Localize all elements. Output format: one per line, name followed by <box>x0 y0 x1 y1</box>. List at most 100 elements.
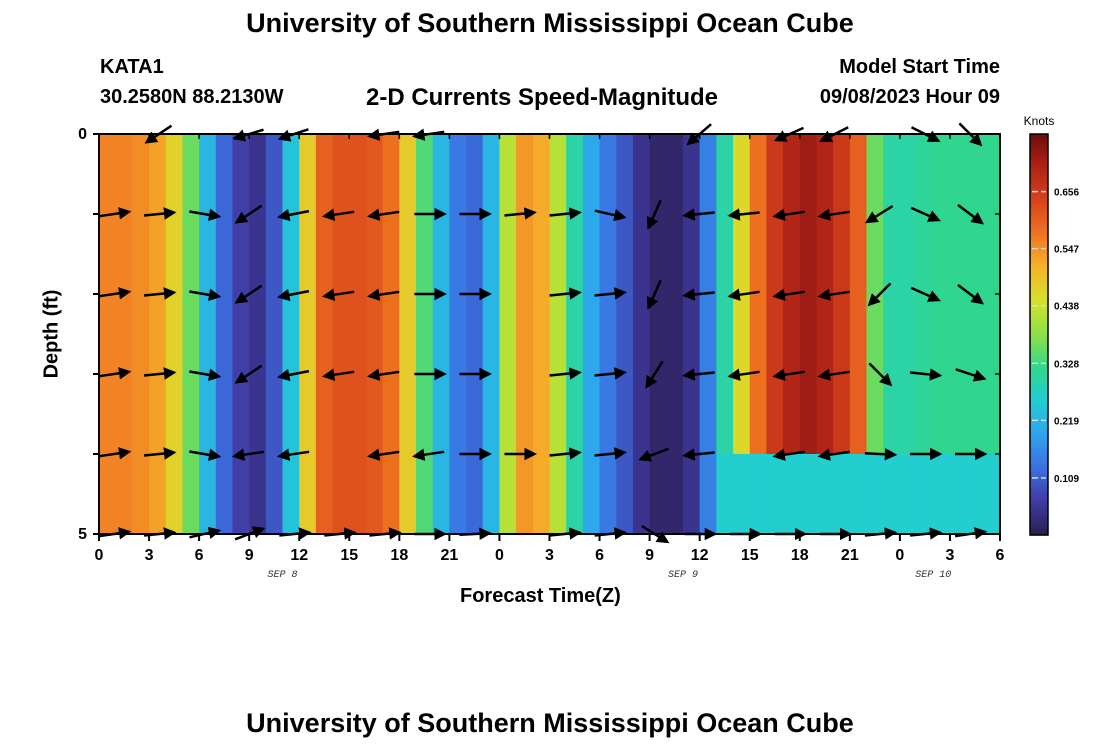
heat-cell <box>682 374 701 455</box>
heat-cell <box>315 454 334 535</box>
colorbar-segment <box>1030 491 1048 496</box>
heat-cell <box>933 374 951 455</box>
heat-cell <box>299 454 317 535</box>
heat-cell <box>416 294 434 375</box>
colorbar-segment <box>1030 307 1048 312</box>
heat-cell <box>632 294 651 375</box>
heat-cell <box>766 374 784 455</box>
colorbar-segment <box>1030 494 1048 499</box>
colorbar-segment <box>1030 157 1048 162</box>
heat-cell <box>616 454 634 535</box>
heat-cell <box>899 134 918 215</box>
colorbar-segment <box>1030 220 1048 225</box>
heat-cell <box>466 374 484 455</box>
heat-cell <box>783 454 801 535</box>
x-tick-label: 3 <box>145 547 154 564</box>
date-label: SEP 10 <box>915 570 951 581</box>
heat-cell <box>749 134 768 215</box>
colorbar-segment <box>1030 187 1048 192</box>
colorbar-segment <box>1030 421 1048 426</box>
heat-cell <box>682 294 701 375</box>
heat-cell <box>315 374 334 455</box>
heat-cell <box>616 294 634 375</box>
heat-cell <box>849 294 868 375</box>
heat-cell <box>816 374 834 455</box>
heat-cell <box>532 294 551 375</box>
colorbar-segment <box>1030 371 1048 376</box>
colorbar-segment <box>1030 418 1048 422</box>
colorbar-segment <box>1030 240 1048 245</box>
colorbar-segment <box>1030 160 1048 165</box>
heat-cell <box>115 454 133 535</box>
station-coordinates: 30.2580N 88.2130W <box>100 86 284 108</box>
heat-cell <box>632 214 651 295</box>
heat-cell <box>666 134 684 215</box>
colorbar-segment <box>1030 254 1048 259</box>
heat-cell <box>449 374 467 455</box>
heat-cell <box>749 454 768 535</box>
current-arrow <box>412 448 445 461</box>
colorbar-segment <box>1030 414 1048 419</box>
heat-cell <box>215 374 234 455</box>
current-arrow <box>772 448 805 461</box>
colorbar-segment <box>1030 501 1048 506</box>
heat-cell <box>532 214 551 295</box>
heat-cell <box>866 374 884 455</box>
heat-cell <box>365 374 384 455</box>
x-tick-label: 0 <box>95 547 104 564</box>
heat-cell <box>949 294 968 375</box>
colorbar-segment <box>1030 207 1048 212</box>
heat-cell <box>132 214 150 295</box>
heat-cell <box>783 214 801 295</box>
heat-cell <box>466 134 484 215</box>
current-arrow <box>594 209 627 222</box>
current-arrow <box>234 284 263 304</box>
colorbar-segment <box>1030 257 1048 262</box>
heat-cell <box>566 214 584 295</box>
heat-cell <box>649 214 667 295</box>
current-arrow <box>276 448 310 461</box>
colorbar-segment <box>1030 250 1048 255</box>
colorbar-segment <box>1030 397 1048 402</box>
colorbar-segment <box>1030 174 1048 179</box>
current-arrow <box>143 367 177 380</box>
heat-cell <box>866 134 884 215</box>
colorbar-tick-label: 0.438 <box>1054 302 1079 313</box>
heat-cell <box>416 214 434 295</box>
heat-cell <box>182 454 200 535</box>
colorbar-segment <box>1030 337 1048 342</box>
colorbar-segment <box>1030 428 1048 433</box>
heat-cell <box>983 214 1001 295</box>
current-arrow <box>189 368 222 381</box>
speed-heatmap <box>99 134 1001 535</box>
heat-cell <box>799 454 818 535</box>
heat-cell <box>416 134 434 215</box>
colorbar-tick-label: 0.109 <box>1054 474 1079 485</box>
colorbar-segment <box>1030 431 1048 436</box>
heat-cell <box>799 134 818 215</box>
colorbar: Knots 0.109 0.219 0.328 0.438 0.547 0.656 <box>1024 114 1079 536</box>
heat-cell <box>849 214 868 295</box>
current-arrow <box>549 367 582 380</box>
heat-cell <box>983 454 1001 535</box>
colorbar-segment <box>1030 458 1048 463</box>
heat-cell <box>399 294 417 375</box>
current-arrow <box>817 208 850 221</box>
heat-cell <box>516 294 534 375</box>
heat-cell <box>482 214 501 295</box>
colorbar-tick-label: 0.656 <box>1054 188 1079 199</box>
heat-cell <box>249 454 267 535</box>
current-arrow <box>234 364 263 384</box>
current-arrow <box>727 368 760 381</box>
current-arrow <box>638 447 670 462</box>
colorbar-segment <box>1030 404 1048 409</box>
heat-cell <box>549 454 567 535</box>
colorbar-segment <box>1030 438 1048 443</box>
heat-cell <box>115 294 133 375</box>
current-arrow <box>367 288 400 301</box>
colorbar-segment <box>1030 314 1048 319</box>
heat-cell <box>766 214 784 295</box>
current-arrow <box>646 199 662 230</box>
current-arrow <box>594 367 627 380</box>
heat-cell <box>899 374 918 455</box>
